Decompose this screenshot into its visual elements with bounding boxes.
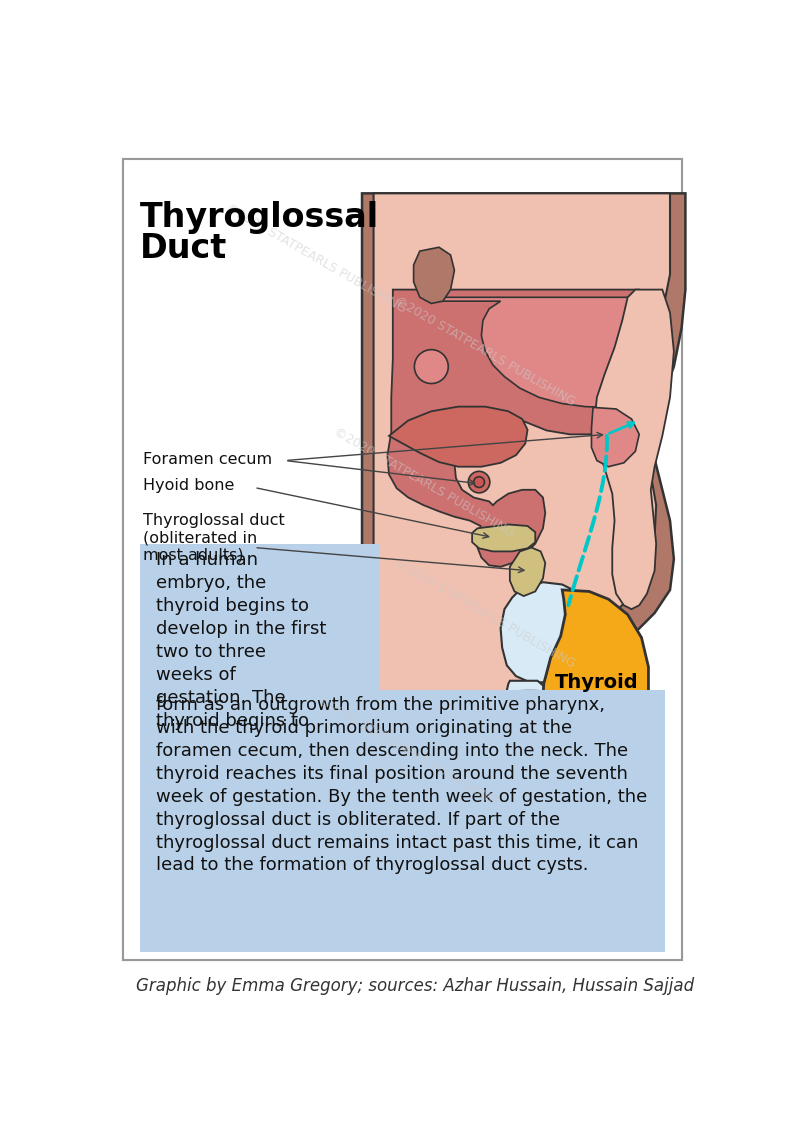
Text: ©2020 STATPEARLS PUBLISHING: ©2020 STATPEARLS PUBLISHING: [331, 425, 516, 539]
FancyBboxPatch shape: [140, 690, 666, 951]
Text: In a human
embryo, the
thyroid begins to
develop in the first
two to three
weeks: In a human embryo, the thyroid begins to…: [156, 551, 326, 730]
Text: ©2020 STATPEARLS PUBLISHING: ©2020 STATPEARLS PUBLISHING: [316, 695, 501, 809]
Polygon shape: [387, 289, 659, 567]
Circle shape: [414, 349, 448, 383]
Polygon shape: [592, 408, 639, 467]
Text: Duct: Duct: [140, 232, 227, 264]
Text: Thyroglossal: Thyroglossal: [140, 201, 380, 234]
Polygon shape: [413, 247, 454, 304]
Text: ©2020 STATPEARLS PUBLISHING: ©2020 STATPEARLS PUBLISHING: [393, 556, 578, 670]
Polygon shape: [373, 193, 670, 863]
Polygon shape: [389, 407, 527, 467]
Text: ©2020 STATPEARLS PUBLISHING: ©2020 STATPEARLS PUBLISHING: [393, 294, 578, 408]
Polygon shape: [472, 524, 535, 551]
Text: ©2020 STATPEARLS PUBLISHING: ©2020 STATPEARLS PUBLISHING: [223, 201, 408, 316]
Text: Graphic by Emma Gregory; sources: Azhar Hussain, Hussain Sajjad: Graphic by Emma Gregory; sources: Azhar …: [137, 977, 695, 996]
Circle shape: [468, 471, 490, 493]
Polygon shape: [432, 297, 653, 408]
Circle shape: [474, 477, 484, 487]
Polygon shape: [542, 590, 648, 773]
Polygon shape: [498, 680, 562, 867]
FancyBboxPatch shape: [140, 544, 379, 690]
Polygon shape: [362, 193, 685, 905]
Polygon shape: [594, 289, 674, 609]
Text: Thyroglossal duct
(obliterated in
most adults): Thyroglossal duct (obliterated in most a…: [142, 513, 285, 563]
FancyBboxPatch shape: [123, 158, 682, 959]
Text: Hyoid bone: Hyoid bone: [142, 478, 234, 494]
Text: Thyroid: Thyroid: [555, 672, 639, 692]
Text: form as an outgrowth from the primitive pharynx,
with the thyroid primordium ori: form as an outgrowth from the primitive …: [156, 696, 647, 875]
Polygon shape: [501, 582, 593, 683]
Text: Foramen cecum: Foramen cecum: [142, 452, 272, 467]
Polygon shape: [510, 548, 545, 596]
